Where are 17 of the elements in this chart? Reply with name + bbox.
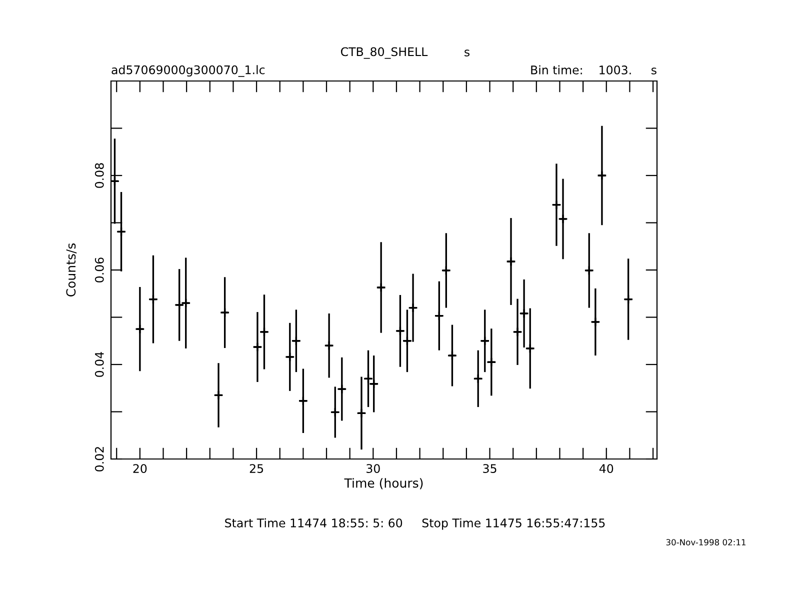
x-tick-label: 20 <box>133 464 147 473</box>
y-tick-label: 0.02 <box>94 447 104 472</box>
y-tick-label: 0.06 <box>94 258 104 282</box>
text: Start Time 11474 18:55: 5: 60 Stop Time 11475 16:55:47:155 <box>225 518 605 530</box>
chart-title: CTB_80_SHELL <box>340 47 428 59</box>
x-tick-label: 30 <box>366 464 380 473</box>
x-tick-label: 40 <box>599 464 614 473</box>
text: ad57069000g300070_1.lc <box>112 65 265 77</box>
y-tick-label: 0.04 <box>94 352 104 377</box>
x-tick-label: 35 <box>483 464 496 473</box>
text: s <box>464 50 470 56</box>
x-tick-label: 25 <box>250 464 264 473</box>
text: 30-Nov-1998 02:11 <box>666 539 746 546</box>
y-tick-label: 0.08 <box>94 163 104 188</box>
y-axis-title: Counts/s <box>66 243 77 296</box>
text: Bin time: 1003. s <box>531 65 656 74</box>
x-axis-title: Time (hours) <box>344 478 423 490</box>
